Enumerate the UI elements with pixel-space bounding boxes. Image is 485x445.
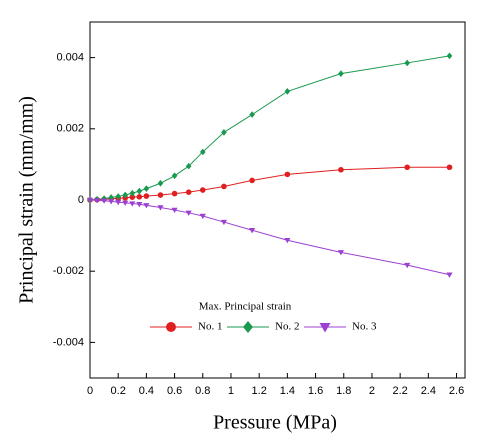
marker — [249, 111, 255, 118]
marker — [143, 185, 150, 192]
marker — [185, 189, 192, 195]
marker — [221, 183, 227, 190]
series-line — [89, 199, 450, 276]
marker — [129, 194, 136, 200]
y-tick-label: -0.004 — [53, 336, 84, 348]
marker — [319, 323, 331, 333]
marker — [166, 322, 176, 332]
x-tick-label: 0 — [87, 385, 93, 397]
marker — [220, 219, 228, 226]
marker — [171, 172, 178, 180]
legend-label: No. 2 — [275, 321, 299, 333]
x-tick-label: 0.4 — [139, 385, 154, 397]
marker — [185, 162, 192, 170]
x-tick-label: 2.2 — [393, 385, 408, 397]
marker — [136, 202, 143, 208]
x-tick-label: 0.8 — [195, 385, 210, 397]
legend-title: Max. Principal strain — [199, 301, 292, 313]
marker — [404, 59, 410, 67]
marker — [129, 201, 136, 207]
marker — [115, 199, 122, 206]
x-tick-label: 1 — [228, 385, 234, 397]
marker — [284, 88, 291, 95]
marker — [93, 198, 101, 204]
x-tick-label: 1.6 — [308, 385, 323, 397]
y-tick-label: 0 — [78, 194, 84, 206]
marker — [122, 200, 129, 206]
x-axis-label: Pressure (MPa) — [213, 412, 337, 434]
marker — [404, 262, 411, 269]
marker — [337, 250, 345, 256]
marker — [101, 198, 108, 204]
marker — [284, 237, 291, 244]
y-tick-label: 0.002 — [56, 123, 84, 135]
marker — [143, 193, 150, 199]
x-tick-label: 0.6 — [167, 385, 182, 397]
marker — [446, 52, 453, 60]
marker — [171, 190, 178, 197]
marker — [249, 177, 255, 184]
x-tick-label: 1.2 — [252, 385, 267, 397]
y-tick-label: 0.004 — [56, 52, 84, 64]
series-line — [89, 55, 450, 201]
legend-label: No. 3 — [352, 321, 377, 333]
marker — [136, 193, 143, 200]
marker — [115, 193, 121, 200]
y-tick-label: -0.002 — [53, 265, 84, 277]
marker — [143, 203, 150, 209]
marker — [338, 70, 344, 77]
marker — [446, 272, 453, 278]
x-tick-label: 2.4 — [421, 385, 436, 397]
marker — [157, 192, 164, 198]
marker — [338, 166, 344, 173]
x-tick-label: 0.2 — [111, 385, 126, 397]
x-tick-label: 2 — [369, 385, 375, 397]
y-axis-label: Principal strain (mm/mm) — [16, 96, 38, 304]
marker — [243, 321, 253, 333]
marker — [199, 213, 206, 220]
marker — [108, 199, 115, 205]
marker — [129, 189, 136, 197]
marker — [86, 197, 94, 204]
x-tick-label: 1.8 — [336, 385, 351, 397]
marker — [199, 148, 206, 156]
marker — [157, 205, 164, 211]
legend-label: No. 1 — [198, 321, 222, 333]
marker — [221, 129, 227, 136]
marker — [404, 164, 410, 171]
marker — [199, 187, 206, 193]
marker — [122, 191, 129, 199]
marker — [185, 210, 192, 216]
x-tick-label: 1.4 — [280, 385, 295, 397]
marker — [171, 207, 178, 214]
x-tick-label: 2.6 — [449, 385, 464, 397]
marker — [249, 228, 256, 234]
marker — [284, 171, 291, 178]
marker — [136, 187, 143, 195]
marker — [446, 164, 453, 171]
marker — [157, 179, 164, 187]
